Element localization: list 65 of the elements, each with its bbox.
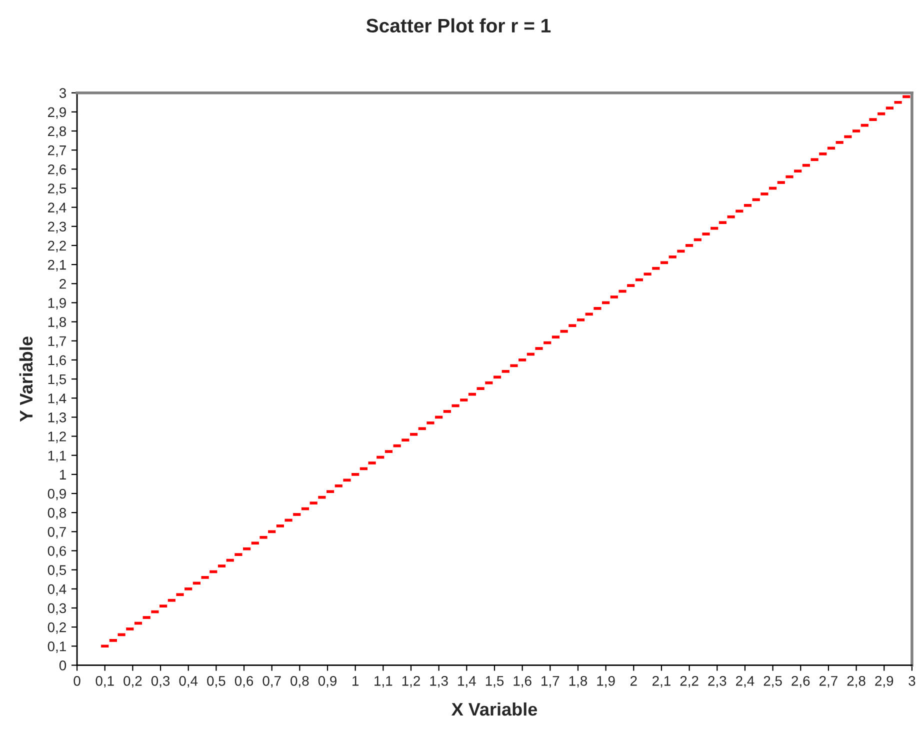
y-tick-label: 0,9 <box>48 488 66 500</box>
x-tick-label: 0,4 <box>179 676 198 688</box>
y-tick-label: 2,6 <box>48 164 66 176</box>
y-tick-label: 1,5 <box>48 374 66 386</box>
y-tick-label: 1,2 <box>48 432 66 444</box>
y-tick-label: 1,3 <box>48 412 66 424</box>
y-tick-label: 1,6 <box>48 355 66 367</box>
x-tick-label: 2,7 <box>820 676 838 688</box>
x-tick-label: 2,1 <box>652 676 670 688</box>
y-tick-label: 0,3 <box>48 603 66 615</box>
x-tick-label: 2,8 <box>847 676 866 688</box>
y-tick-label: 0,8 <box>48 508 66 520</box>
y-tick-label: 2 <box>60 278 66 289</box>
x-tick-label: 2,9 <box>875 676 894 688</box>
y-tick-label: 2,1 <box>48 260 66 272</box>
y-tick-label: 1,9 <box>48 298 66 310</box>
y-tick-label: 2,7 <box>48 145 66 157</box>
y-tick-label: 2,8 <box>48 126 66 138</box>
x-tick-label: 0,9 <box>318 676 337 688</box>
y-tick-label: 0,6 <box>48 546 66 558</box>
x-tick-label: 0,1 <box>96 676 114 688</box>
x-tick-label: 1 <box>352 676 359 686</box>
x-tick-label: 0,7 <box>262 676 281 688</box>
y-tick-label: 1,1 <box>48 450 66 462</box>
x-tick-label: 1,4 <box>458 676 476 688</box>
x-tick-label: 0,6 <box>234 676 254 688</box>
x-tick-label: 1,5 <box>486 676 504 688</box>
y-tick-label: 0,2 <box>48 622 66 634</box>
x-tick-label: 1,1 <box>374 676 392 688</box>
x-tick-label: 1,9 <box>597 676 615 688</box>
y-axis-title: Y Variable <box>19 336 33 422</box>
x-tick-label: 0,5 <box>207 676 226 688</box>
x-tick-label: 2,2 <box>680 676 698 688</box>
x-tick-label: 0,3 <box>151 676 170 688</box>
x-tick-label: 2,4 <box>736 676 754 688</box>
x-tick-label: 3 <box>908 676 916 686</box>
y-tick-label: 1,7 <box>48 336 66 348</box>
y-tick-label: 1 <box>60 470 66 480</box>
x-tick-label: 1,7 <box>542 676 560 688</box>
y-tick-label: 0,1 <box>48 641 66 653</box>
y-tick-label: 2,5 <box>48 184 66 196</box>
y-tick-label: 0,7 <box>48 526 66 538</box>
x-tick-label: 0,8 <box>290 676 309 688</box>
y-tick-label: 1,8 <box>48 317 66 329</box>
y-tick-label: 0 <box>59 660 66 670</box>
y-tick-label: 3 <box>59 88 66 98</box>
x-tick-label: 1,8 <box>569 676 588 688</box>
x-tick-label: 0 <box>74 676 80 686</box>
x-tick-label: 2 <box>630 676 637 686</box>
x-tick-label: 1,3 <box>430 676 448 688</box>
y-tick-label: 0,5 <box>48 565 66 577</box>
y-tick-label: 1,4 <box>48 394 66 405</box>
y-tick-label: 2,9 <box>48 107 66 119</box>
y-tick-label: 2,2 <box>48 240 66 252</box>
x-tick-label: 2,6 <box>792 676 810 688</box>
x-axis-title: X Variable <box>451 702 538 716</box>
y-tick-label: 2,3 <box>48 222 66 234</box>
x-tick-label: 2,3 <box>708 676 726 688</box>
chart-title: Scatter Plot for r = 1 <box>366 18 551 33</box>
x-tick-label: 1,6 <box>514 676 532 688</box>
y-tick-label: 2,4 <box>48 202 66 214</box>
x-tick-label: 2,5 <box>764 676 782 688</box>
y-tick-label: 0,4 <box>48 584 66 596</box>
x-tick-label: 0,2 <box>124 676 142 688</box>
x-tick-label: 1,2 <box>402 676 420 688</box>
